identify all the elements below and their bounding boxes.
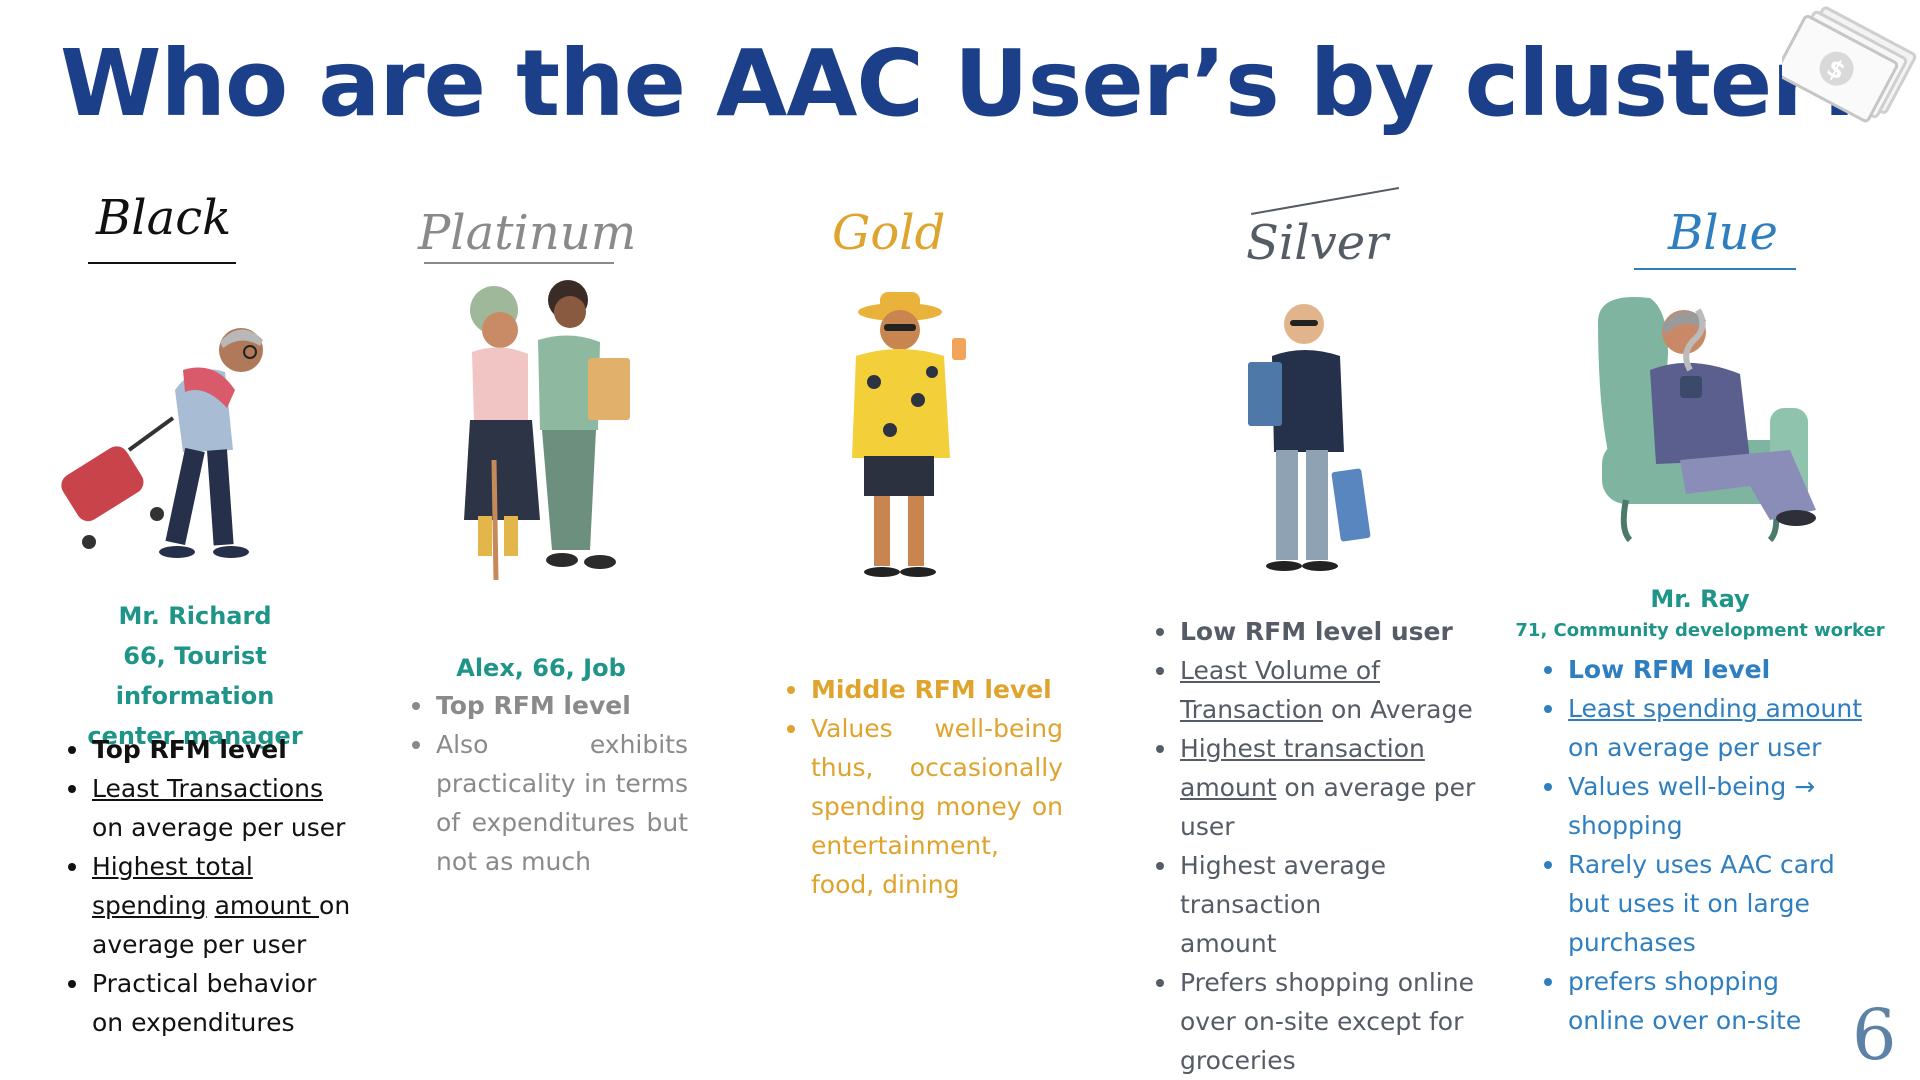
cluster-label-black: Black [96,190,232,246]
bullet-item: Rarely uses AAC card but uses it on larg… [1542,845,1858,962]
armchair-man-illustration [1598,296,1816,543]
bullet-item: Least spending amount on average per user [1542,689,1882,767]
bullets-gold: Middle RFM level Values well-being thus,… [785,670,1063,904]
page-title: Who are the AAC User’s by cluster? [60,30,1869,137]
tourist-illustration [852,292,966,577]
page-number: 6 [1852,994,1897,1076]
bullet-item: Practical behavior on expenditures [66,964,332,1042]
persona-detail: 71, Community development worker [1515,620,1885,641]
cluster-label-blue: Blue [1668,205,1778,261]
bullet-item: Highest transaction amount on average per… [1154,729,1476,846]
label-underline [424,262,614,264]
persona-detail: 66, Tourist information [115,642,275,710]
couple-illustration [464,280,630,581]
shopper-illustration [1248,304,1371,571]
bullet-item: Top RFM level [66,730,356,769]
traveler-illustration [61,328,263,558]
persona-name: Mr. Richard [118,602,272,630]
bullet-item: Highest total spending amount on average p… [66,847,356,964]
persona-blue: Mr. Ray 71, Community development worker [1510,582,1890,646]
bullet-item: Least Volume of Transaction on Average [1154,651,1476,729]
bullets-blue: Low RFM level Least spending amount on av… [1542,650,1882,1040]
label-underline [1250,186,1400,216]
money-stack-icon: $ [1782,6,1917,123]
persona-name: Alex, 66, Job [456,654,626,682]
cluster-label-platinum: Platinum [418,205,637,261]
bullet-item: Values well-being → shopping [1542,767,1882,845]
bullets-platinum: Top RFM level Also exhibits practicality… [410,686,688,881]
persona-platinum: Alex, 66, Job [420,648,662,688]
persona-black: Mr. Richard 66, Tourist information cent… [40,596,350,756]
bullet-item: Top RFM level [410,686,688,725]
label-underline [1634,268,1796,270]
bullets-black: Top RFM level Least Transactions on avera… [66,730,356,1042]
bullet-item: Low RFM level [1542,650,1882,689]
persona-name: Mr. Ray [1650,585,1750,613]
bullet-item: Least Transactions on average per user [66,769,356,847]
bullets-silver: Low RFM level user Least Volume of Transa… [1154,612,1476,1080]
cluster-label-gold: Gold [832,205,946,261]
bullet-item: Prefers shopping online over on-site exc… [1154,963,1480,1080]
label-underline [88,262,236,264]
bullet-item: Also exhibits practicality in terms of e… [410,725,688,881]
bullet-item: prefers shopping online over on-site [1542,962,1858,1040]
bullet-item: Middle RFM level [785,670,1063,709]
persona-detail: center manager [87,722,303,750]
bullet-item: Values well-being thus, occasionally spe… [785,709,1063,904]
cluster-label-silver: Silver [1246,215,1389,271]
bullet-item: Highest average transaction amount [1154,846,1410,963]
bullet-item: Low RFM level user [1154,612,1476,651]
